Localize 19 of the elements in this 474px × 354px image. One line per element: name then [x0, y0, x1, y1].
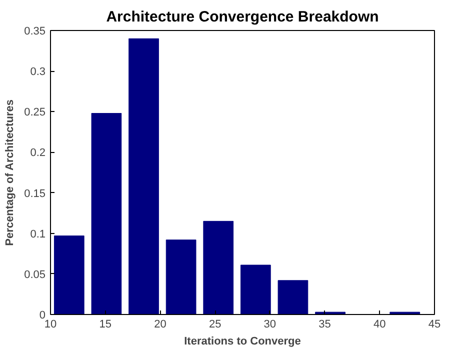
y-tick-label: 0	[39, 310, 46, 322]
x-tick-label: 45	[428, 318, 441, 330]
y-tick-label: 0.15	[24, 188, 46, 200]
x-tick-label: 20	[154, 318, 166, 330]
x-tick-label: 30	[264, 318, 276, 330]
y-tick-label: 0.1	[30, 228, 46, 240]
x-tick-label: 35	[318, 318, 331, 330]
x-tick-label: 10	[44, 318, 57, 330]
y-tick-label: 0.2	[30, 147, 46, 160]
y-axis-title: Percentage of Architectures	[4, 100, 16, 246]
x-axis-title: Iterations to Converge	[184, 336, 301, 348]
y-tick-label: 0.3	[30, 66, 46, 78]
chart-title: Architecture Convergence Breakdown	[106, 8, 379, 26]
x-tick-label: 15	[99, 318, 112, 330]
y-tick-label: 0.35	[24, 26, 46, 38]
x-tick-label: 25	[208, 318, 222, 330]
x-tick-label: 40	[374, 318, 386, 330]
y-tick-label: 0.05	[24, 268, 46, 281]
y-tick-label: 0.25	[24, 106, 46, 119]
